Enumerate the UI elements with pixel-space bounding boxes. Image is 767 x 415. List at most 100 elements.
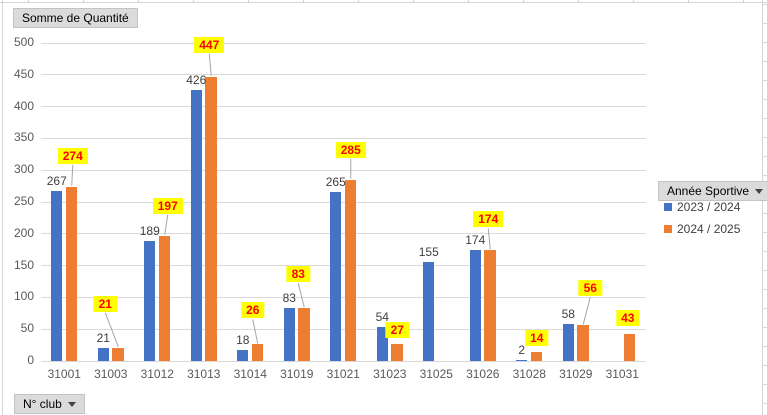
axis-field-label: N° club: [23, 397, 62, 411]
data-label-31012-s1: 189: [139, 223, 160, 238]
gridline-50: [41, 328, 646, 330]
data-label-31029-s1: 58: [561, 307, 575, 322]
bar-31028-2023 / 2024[interactable]: [516, 359, 528, 361]
bar-31029-2024 / 2025[interactable]: [577, 325, 589, 361]
worksheet-gridline-right: [762, 0, 763, 415]
legend-item-label: 2024 / 2025: [677, 222, 741, 236]
legend-item-2023-2024[interactable]: 2023 / 2024: [664, 200, 740, 214]
value-field-button[interactable]: Somme de Quantité: [13, 8, 138, 28]
bar-31026-2023 / 2024[interactable]: [469, 250, 481, 361]
axis-field-button[interactable]: N° club: [14, 394, 85, 414]
x-axis-tick-31026: 31026: [466, 367, 500, 381]
bar-31013-2024 / 2025[interactable]: [205, 76, 217, 361]
bar-31025-2023 / 2024[interactable]: [423, 262, 435, 361]
worksheet-column-stub: [28, 0, 29, 2]
data-label-31021-s1: 265: [325, 175, 346, 190]
gridline-500: [41, 42, 646, 44]
bar-31021-2023 / 2024[interactable]: [330, 192, 342, 361]
worksheet-row-stub: [763, 61, 767, 62]
y-axis-tick-350: 350: [13, 130, 34, 145]
chevron-down-icon: [755, 188, 764, 194]
worksheet-column-stub: [578, 0, 579, 2]
bar-31012-2024 / 2025[interactable]: [158, 235, 171, 361]
worksheet-row-stub: [763, 175, 767, 176]
worksheet-row-stub: [763, 251, 767, 252]
bar-31003-2023 / 2024[interactable]: [97, 347, 109, 361]
highlighted-data-label-31026-s2: 174: [473, 211, 504, 228]
worksheet-gridline-left: [2, 0, 3, 415]
legend-item-2024-2025[interactable]: 2024 / 2025: [664, 222, 740, 236]
worksheet-column-stub: [193, 0, 194, 2]
worksheet-row-stub: [763, 270, 767, 271]
x-axis-tick-31014: 31014: [233, 367, 267, 381]
worksheet-gridline-top: [0, 2, 767, 3]
x-axis-tick-31013: 31013: [187, 367, 221, 381]
worksheet-column-stub: [413, 0, 414, 2]
gridline-350: [41, 137, 646, 139]
highlighted-data-label-31003-s2: 21: [93, 295, 117, 312]
bar-31013-2023 / 2024[interactable]: [190, 90, 202, 361]
data-label-31001-s1: 267: [46, 174, 67, 189]
bar-31029-2023 / 2024[interactable]: [562, 324, 574, 361]
worksheet-column-stub: [633, 0, 634, 2]
highlighted-data-label-31012-s2: 197: [152, 197, 183, 214]
worksheet-column-stub: [83, 0, 84, 2]
worksheet-row-stub: [763, 23, 767, 24]
worksheet-row-stub: [763, 403, 767, 404]
y-axis-tick-400: 400: [13, 98, 34, 113]
highlighted-data-label-31014-s2: 26: [241, 302, 265, 319]
gridline-150: [41, 265, 646, 267]
x-axis-tick-31012: 31012: [140, 367, 174, 381]
bar-31021-2024 / 2025[interactable]: [344, 179, 357, 361]
y-axis-tick-200: 200: [13, 225, 34, 240]
bar-31023-2024 / 2025[interactable]: [391, 343, 403, 361]
x-axis-tick-31031: 31031: [605, 367, 639, 381]
gridline-400: [41, 106, 646, 108]
x-axis-tick-31019: 31019: [280, 367, 314, 381]
bar-31014-2024 / 2025[interactable]: [251, 344, 264, 361]
chevron-down-icon: [67, 401, 76, 407]
worksheet-column-stub: [303, 0, 304, 2]
bar-31023-2023 / 2024[interactable]: [376, 326, 388, 361]
worksheet-row-stub: [763, 384, 767, 385]
worksheet-column-stub: [468, 0, 469, 2]
x-axis-tick-31001: 31001: [47, 367, 81, 381]
bar-31001-2023 / 2024[interactable]: [51, 191, 63, 361]
worksheet-row-stub: [763, 99, 767, 100]
gridline-250: [41, 201, 646, 203]
y-axis-tick-450: 450: [13, 66, 34, 81]
y-axis-tick-300: 300: [13, 162, 34, 177]
value-field-label: Somme de Quantité: [22, 11, 129, 25]
data-label-31028-s1: 2: [518, 342, 526, 357]
bar-31031-2024 / 2025[interactable]: [623, 333, 636, 361]
bar-31026-2024 / 2025[interactable]: [484, 250, 496, 361]
gridline-100: [41, 296, 646, 298]
bar-31001-2024 / 2025[interactable]: [65, 186, 78, 361]
legend-marker-square: [664, 203, 672, 211]
bar-31003-2024 / 2025[interactable]: [112, 347, 124, 361]
gridline-0: [41, 360, 646, 362]
data-label-31003-s1: 21: [96, 330, 110, 345]
legend-field-label: Année Sportive: [667, 184, 750, 198]
x-axis-tick-31021: 31021: [326, 367, 360, 381]
data-label-31014-s1: 18: [236, 332, 250, 347]
legend-field-button[interactable]: Année Sportive: [658, 181, 767, 201]
y-axis-tick-500: 500: [13, 35, 34, 49]
bar-31014-2023 / 2024[interactable]: [237, 349, 249, 361]
gridline-300: [41, 169, 646, 171]
worksheet-column-stub: [248, 0, 249, 2]
data-label-31019-s1: 83: [282, 291, 296, 306]
worksheet-row-stub: [763, 213, 767, 214]
bar-31019-2024 / 2025[interactable]: [298, 308, 310, 361]
bar-31028-2024 / 2025[interactable]: [530, 352, 543, 361]
y-axis-tick-100: 100: [13, 289, 34, 304]
bar-31019-2023 / 2024[interactable]: [283, 308, 295, 361]
worksheet-row-stub: [763, 118, 767, 119]
bar-31012-2023 / 2024[interactable]: [144, 240, 156, 361]
highlighted-data-label-31019-s2: 83: [286, 266, 310, 283]
worksheet-row-stub: [763, 346, 767, 347]
x-axis-tick-31029: 31029: [559, 367, 593, 381]
data-label-31013-s1: 426: [186, 73, 207, 88]
y-axis-tick-250: 250: [13, 194, 34, 208]
worksheet-column-stub: [743, 0, 744, 2]
